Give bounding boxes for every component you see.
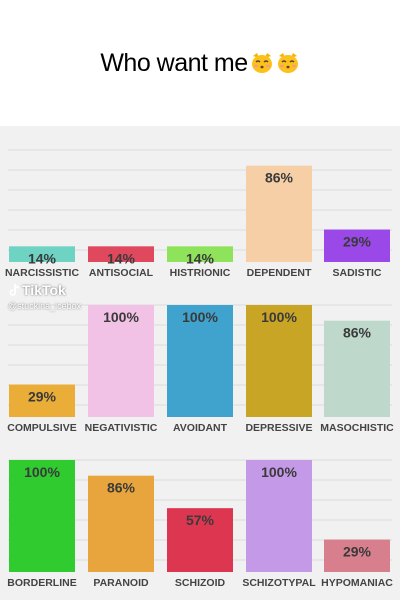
tiktok-watermark: TikTok @stuckina_icebox: [8, 282, 81, 311]
bar: [324, 539, 390, 572]
bar: [9, 460, 75, 572]
data-label: 14%: [107, 250, 136, 266]
category-label: NEGATIVISTIC: [85, 422, 158, 434]
bar: [88, 305, 154, 417]
data-label: 86%: [343, 325, 372, 341]
category-label: BORDERLINE: [7, 577, 76, 589]
bar: [324, 320, 390, 417]
category-label: HISTRIONIC: [170, 267, 231, 279]
data-label: 100%: [182, 309, 218, 325]
category-label: MASOCHISTIC: [320, 422, 394, 434]
bar: [9, 246, 75, 262]
bar: [9, 384, 75, 417]
bar: [167, 246, 233, 262]
bar: [246, 305, 312, 417]
chart-area: 14% NARCISSISTIC 14% ANTISOCIAL 14% HISTRIONI…: [0, 126, 400, 600]
caption: Who want me: [0, 0, 400, 126]
data-label: 100%: [261, 464, 297, 480]
tiktok-brand: TikTok: [8, 282, 81, 298]
category-label: DEPENDENT: [247, 267, 312, 279]
category-label: AVOIDANT: [173, 422, 228, 434]
data-label: 57%: [186, 512, 215, 528]
data-label: 100%: [261, 309, 297, 325]
data-label: 14%: [186, 250, 215, 266]
data-label: 100%: [24, 464, 60, 480]
category-label: PARANOID: [93, 577, 149, 589]
bar: [88, 246, 154, 262]
bar: [88, 475, 154, 572]
data-label: 29%: [28, 389, 57, 405]
category-label: NARCISSISTIC: [5, 267, 80, 279]
bar: [167, 305, 233, 417]
chart-canvas: 14%NARCISSISTIC14%ANTISOCIAL14%HISTRIONI…: [5, 149, 394, 589]
data-label: 29%: [343, 544, 372, 560]
category-label: SCHIZOID: [175, 577, 226, 589]
category-label: SADISTIC: [332, 267, 381, 279]
bar: [246, 165, 312, 262]
data-label: 86%: [265, 170, 294, 186]
bar: [167, 508, 233, 572]
bar: [246, 460, 312, 572]
category-label: SCHIZOTYPAL: [242, 577, 316, 589]
caption-text: Who want me: [100, 48, 248, 77]
bar: [324, 229, 390, 262]
category-label: ANTISOCIAL: [89, 267, 154, 279]
tiktok-brand-label: TikTok: [22, 282, 66, 298]
category-label: DEPRESSIVE: [245, 422, 312, 434]
kissing-cat-emoji: [276, 52, 300, 74]
tiktok-note-icon: [9, 284, 19, 296]
data-label: 100%: [103, 309, 139, 325]
category-label: COMPULSIVE: [7, 422, 76, 434]
tiktok-handle: @stuckina_icebox: [8, 301, 82, 311]
category-label: HYPOMANIAC: [321, 577, 393, 589]
data-label: 86%: [107, 480, 136, 496]
data-label: 29%: [343, 234, 372, 250]
data-label: 14%: [28, 250, 57, 266]
kissing-cat-emoji: [250, 52, 274, 74]
